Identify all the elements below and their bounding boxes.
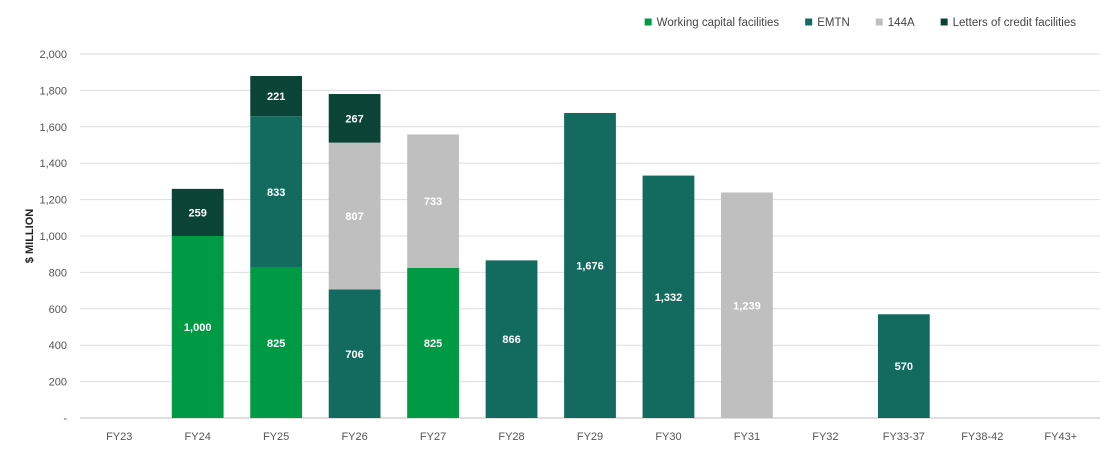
y-tick-label: 1,000 — [39, 231, 67, 243]
bar-segment — [721, 192, 773, 418]
x-tick-label: FY31 — [734, 431, 760, 443]
legend-swatch — [940, 18, 948, 26]
x-tick-label: FY32 — [812, 431, 838, 443]
x-tick-label: FY29 — [577, 431, 603, 443]
bar-segment — [171, 236, 224, 418]
legend-label: Working capital facilities — [657, 17, 780, 29]
x-tick-label: FY23 — [106, 431, 132, 443]
bar-segment — [328, 94, 381, 143]
y-axis-ticks: - 200 400 600 800 1,000 1,200 1,400 1,600 1,800 2,… — [39, 49, 67, 425]
bar-value-label: 807 — [345, 211, 363, 223]
legend-swatch — [644, 18, 652, 26]
bar-segment — [171, 188, 224, 236]
legend-label: EMTN — [817, 17, 850, 29]
bar-value-label: 825 — [267, 338, 285, 350]
bar-value-label: 570 — [895, 361, 913, 373]
bar-segment — [407, 134, 459, 268]
bar-value-label: 1,000 — [184, 322, 212, 334]
x-axis-ticks: FY23 FY24 FY25 FY26 FY27 FY28 FY29 FY30 FY31 FY32… — [106, 431, 1077, 443]
y-tick-label: 400 — [49, 340, 67, 352]
bar-segment — [250, 76, 303, 117]
y-tick-label: 1,600 — [39, 122, 67, 134]
bar-value-label: 825 — [424, 338, 442, 350]
y-tick-label: 1,800 — [39, 85, 67, 97]
bar-segment — [642, 175, 695, 418]
bars: 1,000 259 825 833 221 706 807 267 825 733 866 1,676… — [171, 76, 930, 418]
bar-value-label: 706 — [345, 349, 363, 361]
bar-value-label: 259 — [189, 207, 207, 219]
bar-value-label: 1,239 — [733, 300, 761, 312]
bar-segment — [485, 260, 538, 418]
legend: Working capital facilities EMTN 144A Letter… — [644, 17, 1077, 29]
legend-label: 144A — [888, 17, 915, 29]
bar-segment — [250, 116, 303, 268]
bar-segment — [564, 112, 616, 418]
bar-value-label: 866 — [502, 334, 520, 346]
legend-swatch — [805, 18, 813, 26]
y-axis-label: $ MILLION — [24, 209, 36, 263]
y-tick-label: - — [63, 413, 67, 425]
x-tick-label: FY24 — [185, 431, 211, 443]
y-tick-label: 1,400 — [39, 158, 67, 170]
bar-value-label: 1,676 — [576, 260, 604, 272]
bar-segment — [250, 267, 303, 418]
bar-segment — [328, 142, 381, 290]
x-tick-label: FY25 — [263, 431, 289, 443]
legend-swatch — [875, 18, 883, 26]
x-tick-label: FY27 — [420, 431, 446, 443]
legend-label: Letters of credit facilities — [953, 17, 1077, 29]
bar-value-label: 833 — [267, 187, 285, 199]
x-tick-label: FY30 — [655, 431, 681, 443]
x-tick-label: FY28 — [498, 431, 524, 443]
bar-value-label: 1,332 — [655, 292, 683, 304]
y-tick-label: 800 — [49, 267, 67, 279]
bar-segment — [877, 314, 930, 418]
bar-segment — [328, 289, 381, 418]
bar-value-label: 267 — [345, 113, 363, 125]
x-tick-label: FY26 — [341, 431, 367, 443]
y-tick-label: 200 — [49, 377, 67, 389]
y-tick-label: 2,000 — [39, 49, 67, 61]
y-tick-label: 600 — [49, 304, 67, 316]
y-tick-label: 1,200 — [39, 195, 67, 207]
bar-value-label: 221 — [267, 91, 285, 103]
x-tick-label: FY33-37 — [883, 431, 925, 443]
x-tick-label: FY43+ — [1044, 431, 1077, 443]
bar-value-label: 733 — [424, 196, 442, 208]
x-tick-label: FY38-42 — [961, 431, 1003, 443]
bar-segment — [407, 267, 459, 418]
